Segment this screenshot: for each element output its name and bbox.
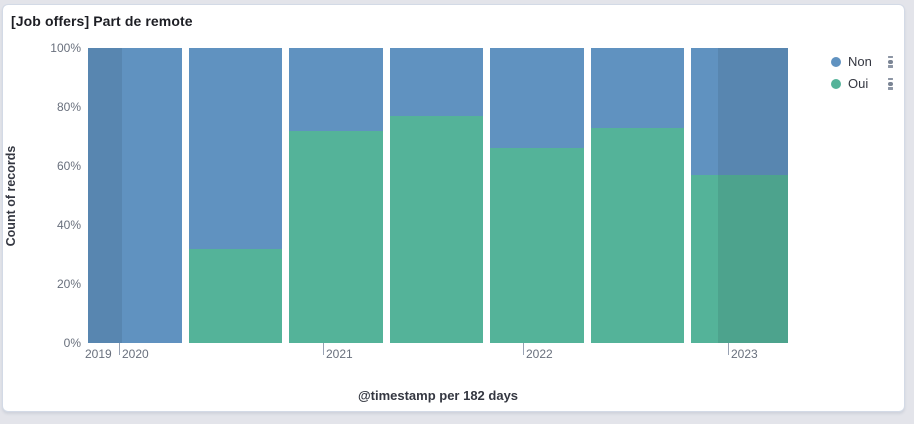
legend-item-oui[interactable]: Oui: [831, 73, 895, 94]
bar-group[interactable]: [289, 48, 383, 343]
y-axis-tick-label: 20%: [56, 277, 81, 291]
bar-group[interactable]: [590, 48, 684, 343]
bar-segment-non[interactable]: [691, 48, 788, 175]
bar-segment-non[interactable]: [590, 48, 684, 128]
visualization-panel: [Job offers] Part de remote Count of rec…: [2, 4, 905, 412]
panel-title: [Job offers] Part de remote: [11, 13, 193, 29]
legend-color-dot: [831, 56, 841, 67]
x-axis-tick-label: 2019: [85, 347, 112, 361]
bar-group[interactable]: [88, 48, 182, 343]
y-axis-tick-label: 80%: [56, 100, 81, 114]
bar-group[interactable]: [490, 48, 584, 343]
x-axis-tick: [323, 343, 324, 355]
x-axis-title: @timestamp per 182 days: [357, 388, 519, 403]
legend-label: Non: [848, 53, 872, 69]
vertical-dots-icon[interactable]: [886, 76, 895, 92]
bar-segment-oui[interactable]: [490, 148, 584, 343]
bar-segment-oui[interactable]: [389, 115, 483, 343]
bar-group[interactable]: [188, 48, 282, 343]
y-axis-tick-label: 40%: [56, 218, 81, 232]
legend-color-dot: [831, 78, 841, 89]
bar-segment-oui[interactable]: [188, 248, 282, 343]
bar-segment-oui[interactable]: [590, 127, 684, 343]
y-axis-tick-label: 100%: [50, 41, 81, 55]
x-axis-tick: [119, 343, 120, 355]
x-axis-tick-label: 2023: [731, 347, 758, 361]
bar-segment-non[interactable]: [389, 48, 483, 116]
bar-segment-non[interactable]: [289, 48, 383, 131]
vertical-dots-icon[interactable]: [886, 54, 895, 70]
y-axis-tick-label: 0%: [63, 336, 81, 350]
x-axis-tick: [523, 343, 524, 355]
bar-segment-non[interactable]: [490, 48, 584, 149]
x-axis-tick: [728, 343, 729, 355]
bar-segment-non[interactable]: [88, 48, 182, 343]
bar-group[interactable]: [389, 48, 483, 343]
x-axis-tick-label: 2022: [526, 347, 553, 361]
legend-label: Oui: [848, 75, 869, 91]
bar-segment-oui[interactable]: [691, 174, 788, 343]
x-axis-tick-label: 2020: [122, 347, 149, 361]
bar-segment-oui[interactable]: [289, 130, 383, 343]
y-axis-tick-label: 60%: [56, 159, 81, 173]
y-axis-title: Count of records: [4, 145, 18, 247]
bar-group[interactable]: [691, 48, 788, 343]
chart-legend: Non Oui: [831, 51, 895, 94]
chart-plot-area: [88, 48, 788, 343]
legend-item-non[interactable]: Non: [831, 51, 895, 72]
bar-segment-non[interactable]: [188, 48, 282, 249]
x-axis-tick-label: 2021: [326, 347, 353, 361]
